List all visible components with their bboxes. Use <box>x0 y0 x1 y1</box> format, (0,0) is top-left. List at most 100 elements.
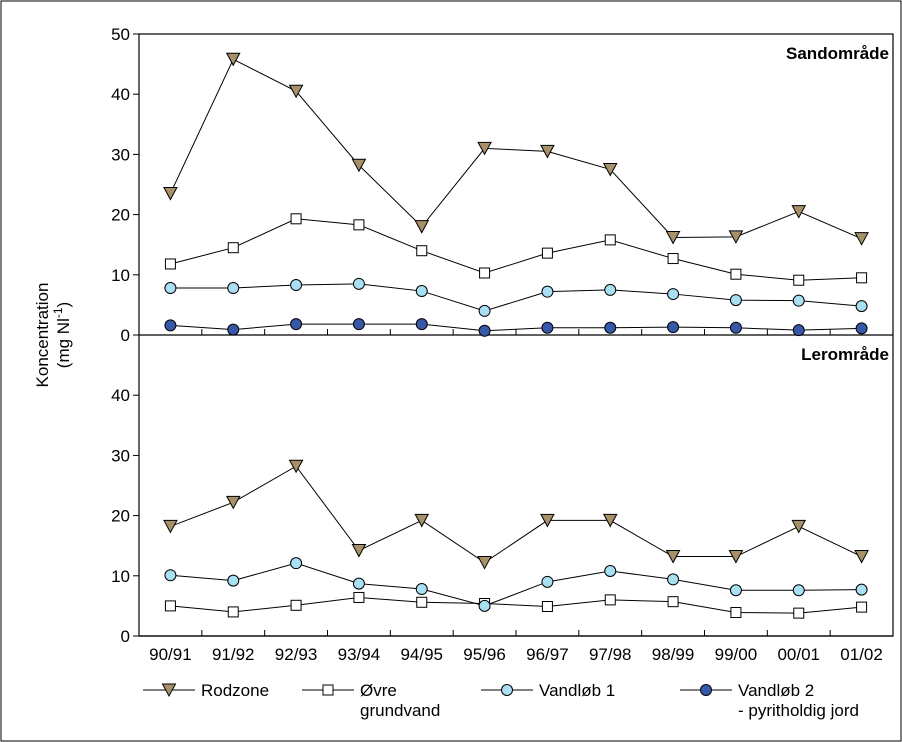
data-point <box>351 158 367 173</box>
data-point <box>602 162 618 177</box>
series-line <box>170 283 862 312</box>
data-point <box>856 272 868 284</box>
data-point <box>225 495 241 510</box>
data-point <box>164 258 176 270</box>
data-point <box>604 234 616 246</box>
data-point <box>604 564 617 577</box>
data-point <box>227 606 239 618</box>
x-tick-label: 00/01 <box>777 645 820 664</box>
data-point <box>414 513 430 528</box>
data-point <box>416 596 428 608</box>
x-tick-label: 95/96 <box>463 645 506 664</box>
data-point <box>541 285 554 298</box>
data-point <box>728 550 744 564</box>
y-tick-label: 0 <box>121 627 130 646</box>
data-point <box>478 324 491 337</box>
series-rodzone <box>163 459 869 570</box>
axes-layer <box>133 33 894 637</box>
x-tick-label: 01/02 <box>840 645 883 664</box>
data-point <box>351 544 367 558</box>
data-point <box>854 550 869 564</box>
data-point <box>855 300 868 313</box>
data-point <box>791 519 807 534</box>
series-øvre-grundvand <box>164 213 868 286</box>
series-layer <box>163 52 869 619</box>
data-point <box>667 596 679 608</box>
data-point <box>352 318 365 331</box>
data-point <box>792 294 805 307</box>
legend-marker <box>700 684 712 696</box>
data-point <box>729 584 742 597</box>
data-point <box>793 607 805 619</box>
y-axis-label-line2: (mg Nl <box>54 318 73 368</box>
data-point <box>604 283 617 296</box>
data-point <box>856 601 868 613</box>
data-point <box>163 519 178 534</box>
series-line <box>170 218 862 281</box>
data-point <box>855 583 868 596</box>
data-point <box>665 230 681 245</box>
data-point <box>604 594 616 606</box>
data-point <box>478 599 491 612</box>
data-point <box>792 324 805 337</box>
y-tick-label: 20 <box>111 206 130 225</box>
y-axis-label-sup: -1 <box>51 307 65 318</box>
y-axis-label-end: ) <box>54 302 73 308</box>
x-tick-label: 92/93 <box>275 645 318 664</box>
data-point <box>855 322 868 335</box>
data-point <box>415 318 428 331</box>
panel-title: Sandområde <box>786 44 889 63</box>
data-point <box>730 268 742 280</box>
data-point <box>729 321 742 334</box>
data-point <box>290 557 303 570</box>
legend-item-4: Vandløb 2- pyritholdig jord <box>680 681 859 720</box>
series-line <box>170 562 862 607</box>
data-point <box>164 600 176 612</box>
y-tick-label: 20 <box>111 507 130 526</box>
data-point <box>478 304 491 317</box>
data-point <box>352 577 365 590</box>
x-tick-label: 96/97 <box>526 645 569 664</box>
x-tick-label: 97/98 <box>589 645 632 664</box>
data-point <box>729 294 742 307</box>
y-axis-label: Koncentration (mg Nl-1) <box>33 283 73 388</box>
legend-marker <box>161 683 177 698</box>
y-tick-label: 40 <box>111 85 130 104</box>
data-point <box>164 319 177 332</box>
data-point <box>541 321 554 334</box>
y-tick-label: 10 <box>111 567 130 586</box>
y-tick-label: 40 <box>111 386 130 405</box>
series-line <box>170 323 862 332</box>
legend-label-line2: grundvand <box>360 701 440 720</box>
data-point <box>540 144 555 159</box>
data-point <box>164 569 177 582</box>
legend-label-line2: - pyritholdig jord <box>738 701 859 720</box>
data-point <box>227 282 240 295</box>
y-tick-label: 10 <box>111 266 130 285</box>
legend-label: Vandløb 2 <box>738 681 814 700</box>
data-point <box>792 584 805 597</box>
series-vandløb-1 <box>164 277 868 317</box>
data-point <box>793 274 805 286</box>
data-point <box>730 607 742 619</box>
x-tick-label: 93/94 <box>338 645 381 664</box>
y-tick-label: 50 <box>111 25 130 44</box>
panel-title: Lerområde <box>801 345 889 364</box>
x-tick-label: 94/95 <box>400 645 443 664</box>
data-point <box>541 247 553 259</box>
data-point <box>415 583 428 596</box>
data-point <box>667 573 680 586</box>
series-line <box>169 58 862 240</box>
legend-item-1: Rodzone <box>143 681 269 700</box>
data-point <box>352 277 365 290</box>
data-point <box>667 253 679 265</box>
legend-item-3: Vandløb 1 <box>481 681 615 700</box>
data-point <box>604 321 617 334</box>
data-point <box>290 213 302 225</box>
data-point <box>353 591 365 603</box>
data-point <box>225 52 241 67</box>
series-line <box>170 465 862 564</box>
data-point <box>163 187 178 201</box>
legend-label: Rodzone <box>201 681 269 700</box>
labels-layer: 0 10 20 30 40 50 Sandområde 0 10 20 30 40 Lerområde 9… <box>33 25 889 664</box>
